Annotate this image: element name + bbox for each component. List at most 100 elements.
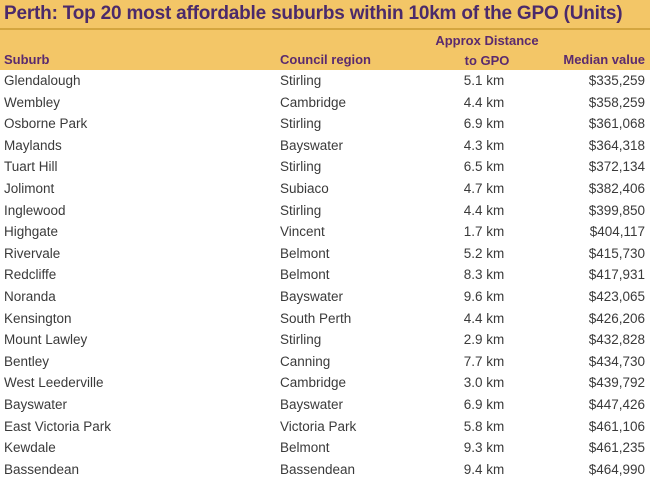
suburb-cell: Redcliffe: [4, 267, 57, 283]
header-median-value: Median value: [563, 52, 645, 67]
distance-cell: 7.7 km: [463, 353, 505, 369]
distance-cell: 4.4 km: [463, 310, 505, 326]
council-cell: Belmont: [280, 267, 330, 283]
table-row: East Victoria Park Victoria Park 5.8 km $46…: [0, 416, 650, 438]
table-row: West Leederville Cambridge 3.0 km $439,792: [0, 372, 650, 394]
distance-cell: 5.8 km: [463, 418, 505, 434]
median-value-cell: $439,792: [588, 375, 645, 391]
median-value-cell: $423,065: [588, 288, 645, 304]
table-row: Kewdale Belmont 9.3 km $461,235: [0, 437, 650, 459]
suburb-cell: West Leederville: [4, 375, 104, 391]
council-cell: Stirling: [280, 116, 322, 132]
header-suburb: Suburb: [4, 52, 50, 67]
table-row: Redcliffe Belmont 8.3 km $417,931: [0, 264, 650, 286]
suburb-cell: Inglewood: [4, 202, 66, 218]
table-row: Noranda Bayswater 9.6 km $423,065: [0, 286, 650, 308]
suburb-cell: Tuart Hill: [4, 159, 58, 175]
distance-cell: 6.9 km: [463, 116, 505, 132]
council-cell: Stirling: [280, 332, 322, 348]
council-cell: Belmont: [280, 245, 330, 261]
council-cell: Subiaco: [280, 180, 329, 196]
council-cell: Bayswater: [280, 137, 344, 153]
suburb-cell: Jolimont: [4, 180, 55, 196]
table-row: Glendalough Stirling 5.1 km $335,259: [0, 70, 650, 92]
table-row: Highgate Vincent 1.7 km $404,117: [0, 221, 650, 243]
council-cell: Victoria Park: [280, 418, 357, 434]
distance-cell: 8.3 km: [463, 267, 505, 283]
distance-cell: 1.7 km: [463, 224, 505, 240]
median-value-cell: $417,931: [588, 267, 645, 283]
distance-cell: 4.7 km: [463, 180, 505, 196]
suburb-cell: Glendalough: [4, 73, 81, 88]
suburb-cell: Mount Lawley: [4, 332, 88, 348]
median-value-cell: $358,259: [588, 94, 645, 110]
median-value-cell: $404,117: [589, 224, 645, 240]
header-distance-line2: to GPO: [464, 53, 510, 68]
table-row: Kensington South Perth 4.4 km $426,206: [0, 308, 650, 330]
council-cell: Bayswater: [280, 288, 344, 304]
suburb-cell: Wembley: [4, 94, 61, 110]
distance-cell: 5.1 km: [463, 73, 505, 88]
median-value-cell: $426,206: [588, 310, 645, 326]
table-row: Bayswater Bayswater 6.9 km $447,426: [0, 394, 650, 416]
table-row: Bassendean Bassendean 9.4 km $464,990: [0, 459, 650, 481]
distance-cell: 4.4 km: [463, 94, 505, 110]
council-cell: Bayswater: [280, 396, 344, 412]
suburb-cell: Bentley: [4, 353, 50, 369]
median-value-cell: $335,259: [588, 73, 645, 88]
title-bar: Perth: Top 20 most affordable suburbs wi…: [0, 0, 650, 30]
header-distance: Approx Distance to GPO: [426, 31, 548, 71]
median-value-cell: $361,068: [588, 116, 645, 132]
suburb-cell: Kensington: [4, 310, 72, 326]
median-value-cell: $432,828: [588, 332, 645, 348]
table-row: Wembley Cambridge 4.4 km $358,259: [0, 92, 650, 114]
median-value-cell: $382,406: [588, 180, 645, 196]
distance-cell: 4.3 km: [463, 137, 505, 153]
median-value-cell: $461,235: [588, 440, 645, 456]
table-row: Bentley Canning 7.7 km $434,730: [0, 351, 650, 373]
median-value-cell: $372,134: [588, 159, 645, 175]
table-row: Maylands Bayswater 4.3 km $364,318: [0, 135, 650, 157]
table-row: Jolimont Subiaco 4.7 km $382,406: [0, 178, 650, 200]
median-value-cell: $447,426: [588, 396, 645, 412]
median-value-cell: $399,850: [588, 202, 645, 218]
distance-cell: 6.5 km: [463, 159, 505, 175]
header-council-region: Council region: [280, 52, 371, 67]
distance-cell: 4.4 km: [463, 202, 505, 218]
table-body: Glendalough Stirling 5.1 km $335,259 Wembley…: [0, 70, 650, 480]
suburb-cell: Rivervale: [4, 245, 61, 261]
table-row: Tuart Hill Stirling 6.5 km $372,134: [0, 156, 650, 178]
suburb-cell: Highgate: [4, 224, 59, 240]
council-cell: South Perth: [280, 310, 352, 326]
median-value-cell: $434,730: [588, 353, 645, 369]
table-row: Mount Lawley Stirling 2.9 km $432,828: [0, 329, 650, 351]
council-cell: Cambridge: [280, 94, 347, 110]
council-cell: Cambridge: [280, 375, 347, 391]
table-title: Perth: Top 20 most affordable suburbs wi…: [4, 3, 623, 24]
council-cell: Bassendean: [280, 461, 356, 477]
table-row: Rivervale Belmont 5.2 km $415,730: [0, 243, 650, 265]
distance-cell: 9.6 km: [463, 288, 505, 304]
median-value-cell: $464,990: [588, 461, 645, 477]
suburb-cell: East Victoria Park: [4, 418, 112, 434]
council-cell: Stirling: [280, 73, 322, 88]
council-cell: Stirling: [280, 159, 322, 175]
table-row: Inglewood Stirling 4.4 km $399,850: [0, 200, 650, 222]
table-row: Osborne Park Stirling 6.9 km $361,068: [0, 113, 650, 135]
suburb-cell: Osborne Park: [4, 116, 88, 132]
distance-cell: 3.0 km: [463, 375, 505, 391]
distance-cell: 2.9 km: [463, 332, 505, 348]
distance-cell: 9.3 km: [463, 440, 505, 456]
council-cell: Vincent: [280, 224, 325, 240]
council-cell: Stirling: [280, 202, 322, 218]
table-header: Suburb Council region Approx Distance to…: [0, 30, 650, 70]
council-cell: Canning: [280, 353, 331, 369]
distance-cell: 9.4 km: [463, 461, 505, 477]
suburb-cell: Bassendean: [4, 461, 80, 477]
median-value-cell: $461,106: [588, 418, 645, 434]
suburb-cell: Maylands: [4, 137, 62, 153]
distance-cell: 6.9 km: [463, 396, 505, 412]
distance-cell: 5.2 km: [463, 245, 505, 261]
suburb-cell: Noranda: [4, 288, 56, 304]
suburb-cell: Kewdale: [4, 440, 56, 456]
